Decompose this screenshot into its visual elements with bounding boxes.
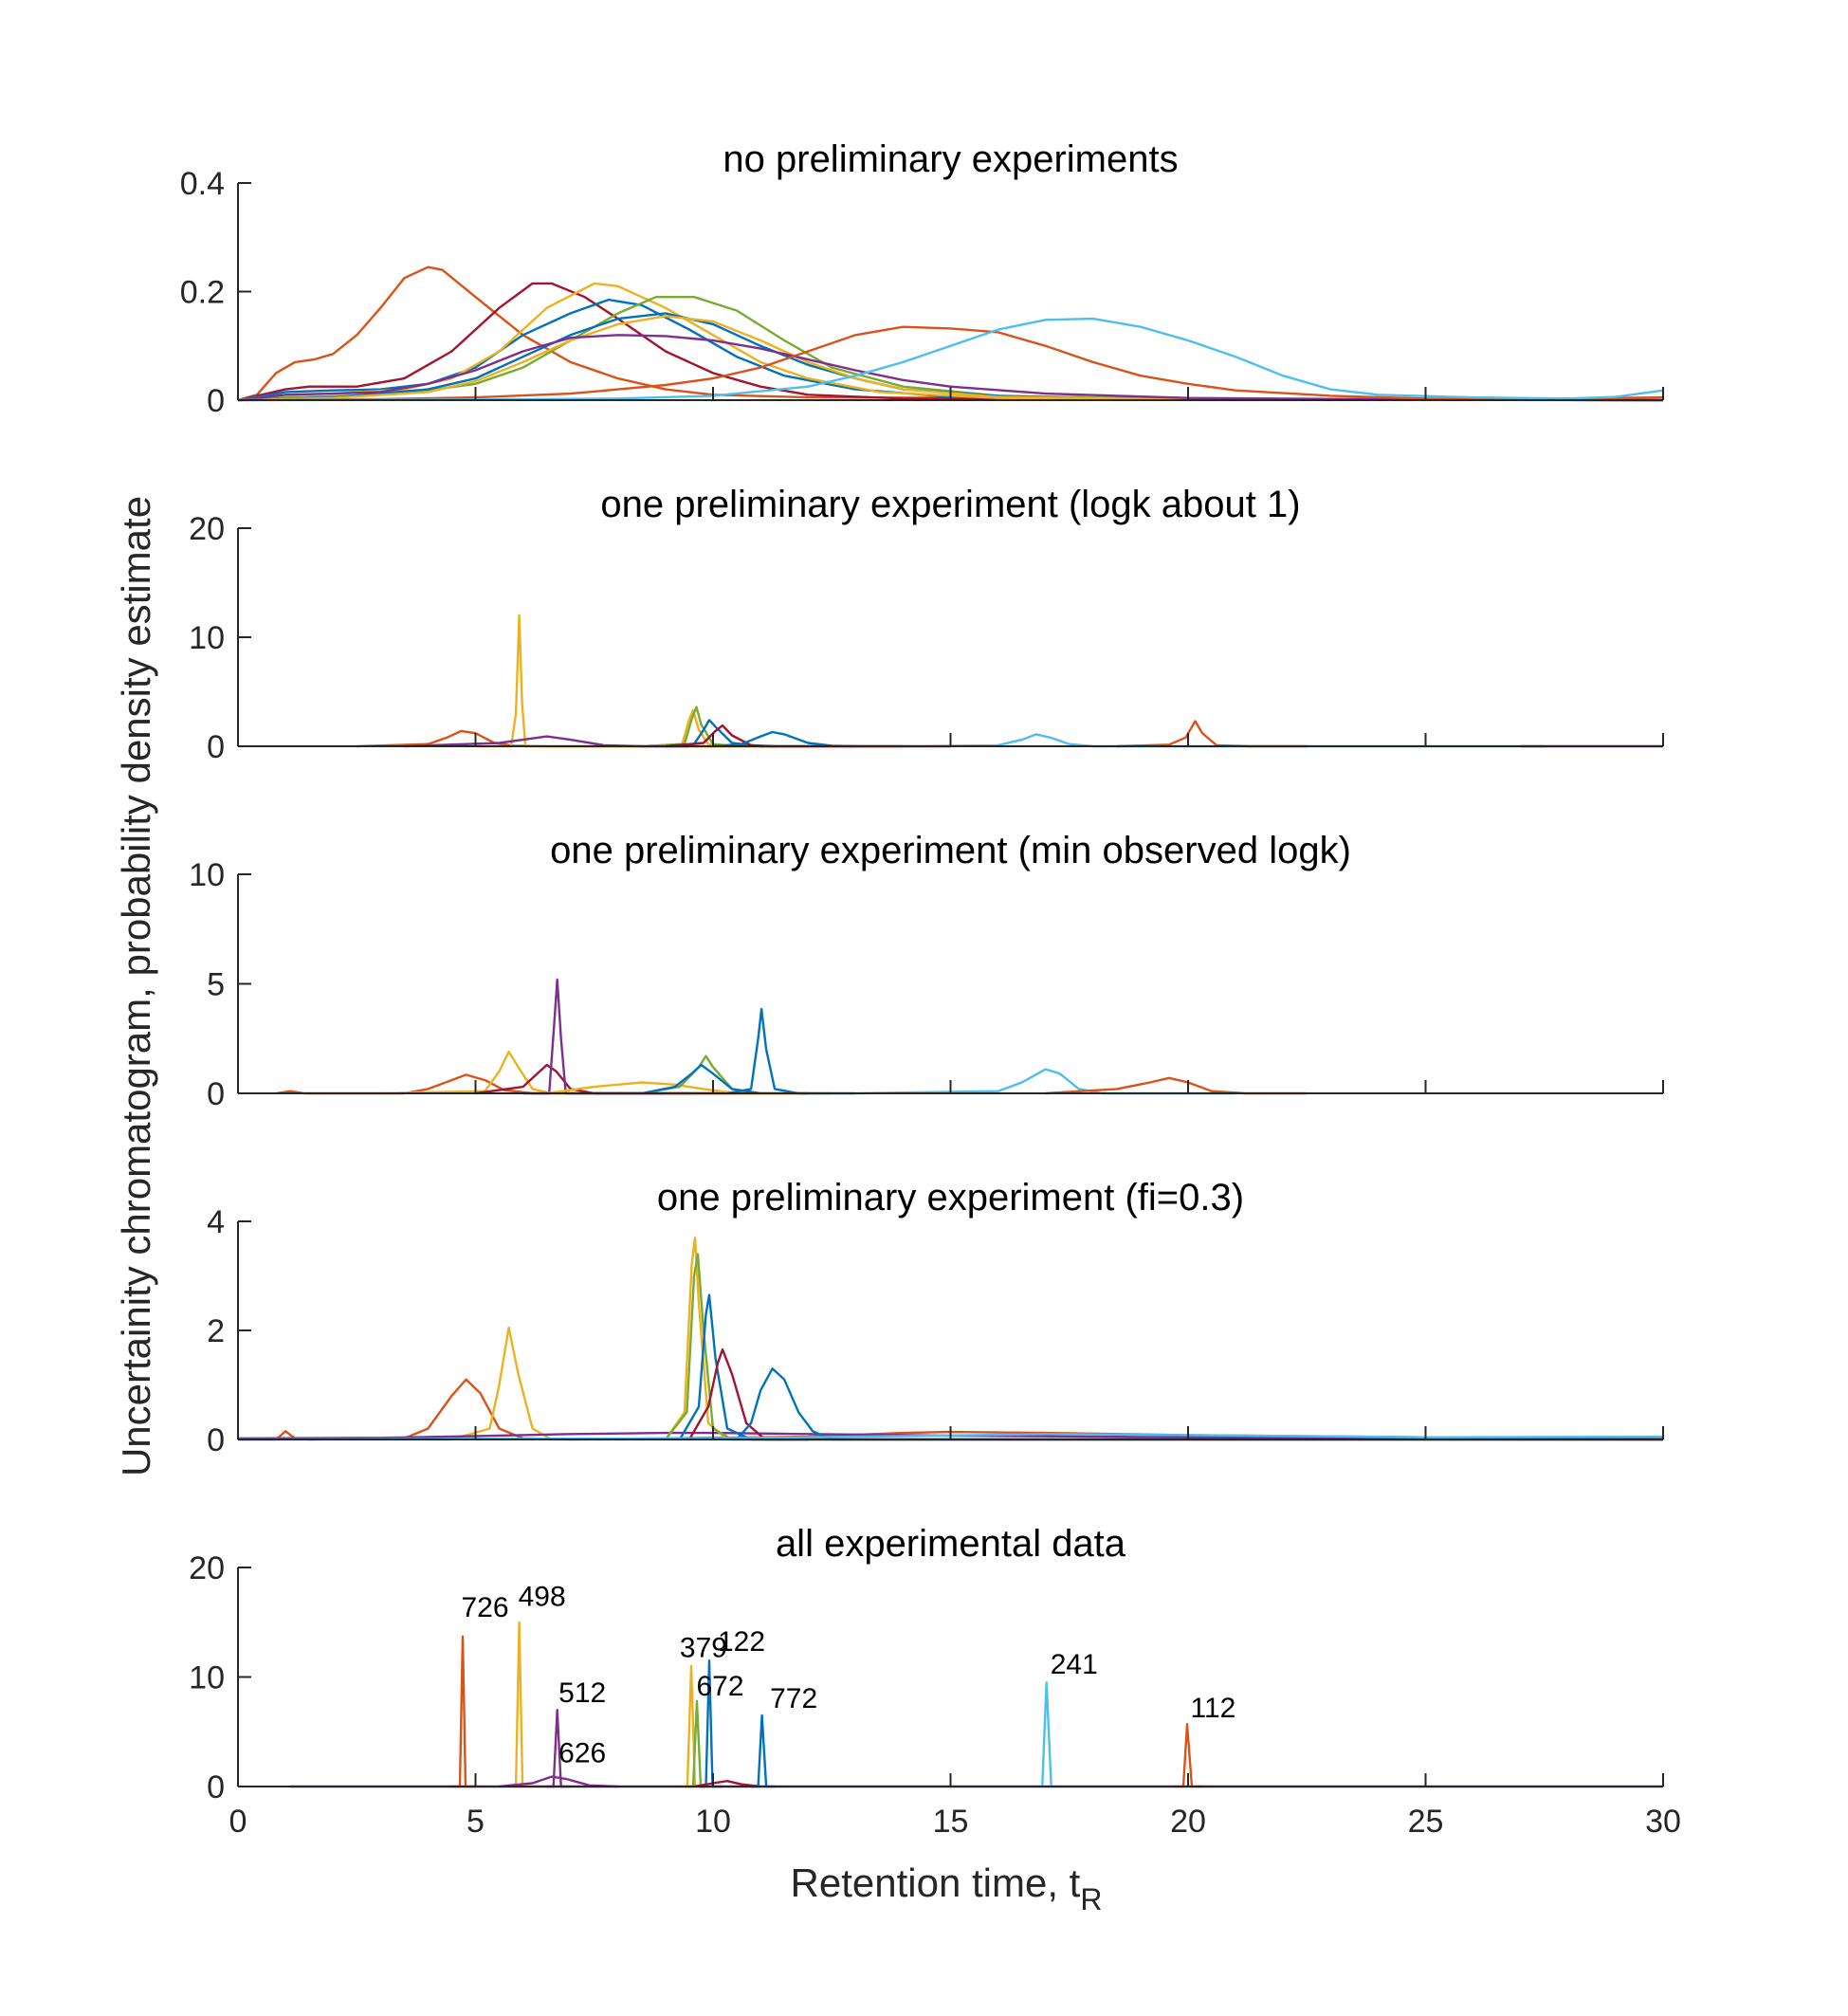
- y-tick-label: 0: [207, 729, 225, 765]
- y-tick-label: 4: [207, 1204, 225, 1240]
- x-axis-label-main: Retention time, t: [791, 1860, 1081, 1905]
- series-line-purple: [237, 334, 1664, 402]
- x-tick-label: 30: [1645, 1804, 1681, 1840]
- series-line-orange: [237, 266, 1664, 402]
- chart-panel-5: 0 5 10 15 20 25 30 0 10 20 all experimental data 72…: [189, 1523, 1681, 1840]
- y-tick-label: 0.2: [180, 275, 225, 311]
- chart-panel-2: 0 10 20 one preliminary experiment (logk ab…: [189, 484, 1664, 765]
- panel-title: one preliminary experiment (min observed…: [550, 830, 1351, 871]
- y-tick-label: 0: [207, 383, 225, 419]
- y-tick-label: 20: [189, 511, 225, 547]
- series-line-orange: [237, 325, 1664, 402]
- series-line-maroon: [665, 724, 776, 748]
- peak-label: 498: [519, 1581, 566, 1612]
- panel-title: one preliminary experiment (fi=0.3): [657, 1177, 1244, 1219]
- x-tick-label: 5: [467, 1804, 485, 1840]
- series-line-yellow: [237, 282, 1664, 402]
- series-line-maroon: [693, 1780, 761, 1788]
- panel-title: one preliminary experiment (logk about 1…: [600, 484, 1300, 525]
- panel-title: no preliminary experiments: [723, 138, 1178, 180]
- y-tick-label: 0: [207, 1076, 225, 1112]
- y-axis-label: Uncertainity chromatogram, probability d…: [114, 496, 158, 1476]
- x-tick-label: 20: [1170, 1804, 1206, 1840]
- peak-label: 772: [770, 1683, 817, 1714]
- peak-label: 626: [558, 1738, 606, 1769]
- peak-label: 379: [680, 1633, 727, 1664]
- chart-panel-3: 0 5 10 one preliminary experiment (min obse…: [189, 830, 1664, 1112]
- x-axis-label: Retention time, tR: [791, 1860, 1103, 1916]
- y-tick-label: 5: [207, 967, 225, 1003]
- series-line-cyan: [237, 317, 1664, 402]
- series-line-blue: [641, 1063, 761, 1095]
- x-tick-label: 0: [229, 1804, 247, 1840]
- y-tick-label: 0: [207, 1769, 225, 1805]
- peak-label: 672: [696, 1671, 743, 1702]
- peak-label: 726: [461, 1592, 508, 1623]
- y-tick-label: 0.4: [180, 166, 225, 202]
- y-tick-label: 10: [189, 620, 225, 656]
- series-line-yellow: [664, 1237, 809, 1441]
- peak-label: 241: [1051, 1649, 1098, 1680]
- peak-label: 112: [1191, 1693, 1236, 1724]
- chart-panel-4: 0 2 4 one preliminary experiment (fi=0.3): [207, 1177, 1664, 1458]
- peak-label: 512: [558, 1677, 606, 1709]
- x-tick-label: 25: [1408, 1804, 1444, 1840]
- y-tick-label: 20: [189, 1550, 225, 1586]
- x-tick-label: 10: [695, 1804, 731, 1840]
- y-tick-label: 10: [189, 1660, 225, 1696]
- y-tick-label: 2: [207, 1313, 225, 1349]
- y-tick-label: 0: [207, 1422, 225, 1458]
- chart-panels: 00.20.4no preliminary experiments01020on…: [180, 138, 1681, 1840]
- y-tick-label: 10: [189, 857, 225, 893]
- peak-label: 122: [718, 1626, 765, 1658]
- chart-panel-1: 0 0.2 0.4 no preliminary experiments: [180, 138, 1664, 419]
- x-tick-label: 15: [933, 1804, 969, 1840]
- panel-title: all experimental data: [776, 1523, 1126, 1565]
- x-axis-label-subscript: R: [1080, 1882, 1102, 1916]
